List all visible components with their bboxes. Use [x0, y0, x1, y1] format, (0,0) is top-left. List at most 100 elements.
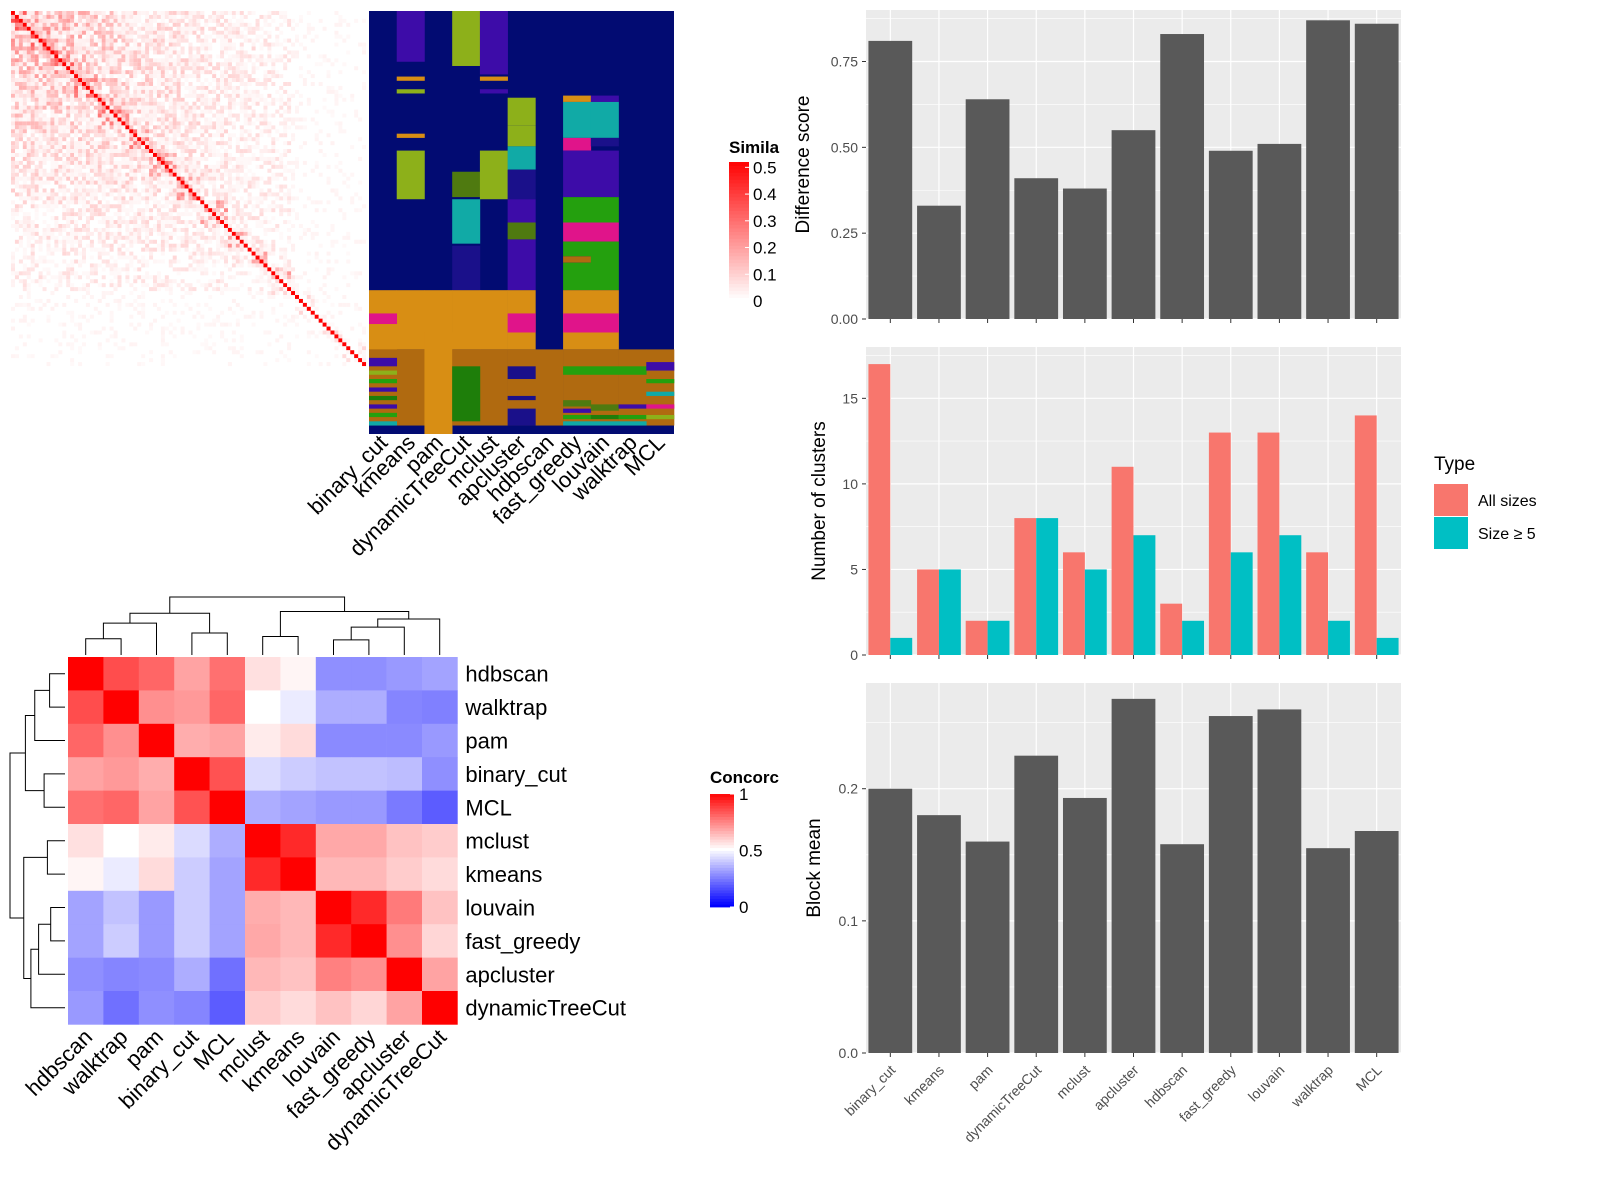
similarity-cell	[247, 160, 252, 165]
similarity-cell	[291, 121, 296, 126]
similarity-cell	[168, 350, 173, 355]
similarity-cell	[247, 133, 252, 138]
similarity-cell	[137, 93, 142, 98]
similarity-cell	[283, 149, 288, 154]
similarity-cell	[153, 50, 157, 55]
similarity-cell	[74, 184, 79, 189]
similarity-cell	[125, 89, 130, 94]
similarity-cell	[18, 109, 23, 114]
similarity-cell	[105, 149, 110, 154]
similarity-cell	[160, 82, 165, 86]
similarity-cell	[54, 105, 59, 110]
similarity-cell	[109, 283, 114, 288]
similarity-cell	[208, 172, 213, 177]
similarity-cell	[50, 34, 55, 39]
similarity-cell	[58, 231, 63, 236]
legend-tick-label: 0.2	[753, 239, 777, 258]
concordance-cell	[245, 857, 281, 892]
similarity-cell	[287, 239, 292, 244]
similarity-cell	[295, 105, 299, 110]
similarity-cell	[302, 227, 307, 232]
similarity-cell	[239, 212, 244, 217]
similarity-cell	[42, 85, 47, 90]
similarity-cell	[275, 184, 280, 189]
similarity-cell	[156, 227, 161, 232]
similarity-cell	[192, 105, 197, 110]
similarity-cell	[14, 354, 19, 359]
similarity-cell	[26, 113, 31, 118]
similarity-cell	[85, 180, 90, 185]
similarity-cell	[172, 172, 177, 177]
similarity-cell	[89, 204, 94, 209]
similarity-cell	[196, 322, 201, 327]
similarity-cell	[105, 50, 110, 55]
similarity-cell	[224, 70, 228, 75]
similarity-cell	[89, 70, 94, 75]
similarity-cell	[153, 101, 157, 106]
similarity-cell	[22, 121, 27, 126]
similarity-cell	[295, 164, 299, 169]
similarity-cell	[121, 58, 126, 63]
similarity-cell	[97, 141, 102, 146]
similarity-cell	[78, 287, 83, 292]
similarity-cell	[125, 109, 130, 114]
similarity-cell	[287, 149, 292, 154]
similarity-cell	[156, 212, 161, 217]
similarity-cell	[298, 224, 303, 228]
similarity-cell	[184, 239, 189, 244]
similarity-cell	[89, 121, 94, 126]
legend-gradient-step	[729, 210, 749, 215]
similarity-cell	[196, 78, 201, 83]
similarity-cell	[85, 224, 90, 228]
similarity-cell	[30, 220, 35, 225]
similarity-cell	[338, 196, 343, 201]
concordance-cell	[245, 657, 281, 691]
similarity-cell	[247, 26, 252, 31]
similarity-cell	[231, 125, 236, 130]
similarity-cell	[121, 93, 126, 98]
similarity-cell	[85, 129, 90, 134]
similarity-cell	[168, 224, 173, 228]
similarity-cell	[145, 204, 150, 209]
similarity-cell	[78, 314, 83, 319]
row-label: walktrap	[464, 695, 547, 720]
similarity-cell	[231, 26, 236, 31]
similarity-cell	[125, 224, 130, 228]
similarity-cell	[14, 34, 19, 39]
similarity-cell	[62, 176, 67, 181]
similarity-cell	[109, 149, 114, 154]
similarity-cell	[153, 216, 157, 221]
similarity-cell	[164, 141, 169, 146]
similarity-cell	[74, 97, 79, 102]
similarity-cell	[326, 176, 331, 181]
similarity-cell	[105, 125, 110, 130]
similarity-cell	[11, 117, 15, 122]
similarity-cell	[121, 18, 126, 23]
similarity-cell	[141, 97, 146, 102]
similarity-cell	[298, 74, 303, 79]
concordance-cell	[103, 890, 140, 925]
similarity-cell	[129, 184, 134, 189]
similarity-cell	[164, 93, 169, 98]
similarity-cell	[66, 310, 71, 315]
similarity-cell	[263, 330, 268, 335]
similarity-cell	[93, 156, 98, 161]
similarity-cell	[172, 133, 177, 138]
similarity-cell	[70, 216, 75, 221]
similarity-cell	[97, 85, 102, 90]
similarity-cell	[192, 101, 197, 106]
similarity-cell	[204, 141, 209, 146]
similarity-cell	[133, 14, 138, 19]
membership-segment	[507, 313, 536, 333]
concordance-cell	[174, 690, 210, 725]
similarity-cell	[141, 34, 146, 39]
similarity-cell	[172, 101, 177, 106]
similarity-cell	[326, 74, 331, 79]
similarity-cell	[208, 251, 213, 256]
similarity-cell	[235, 243, 240, 248]
similarity-cell	[164, 137, 169, 142]
similarity-cell	[208, 54, 213, 59]
row-label: hdbscan	[465, 662, 548, 687]
similarity-cell	[50, 168, 55, 173]
similarity-cell	[70, 153, 75, 157]
